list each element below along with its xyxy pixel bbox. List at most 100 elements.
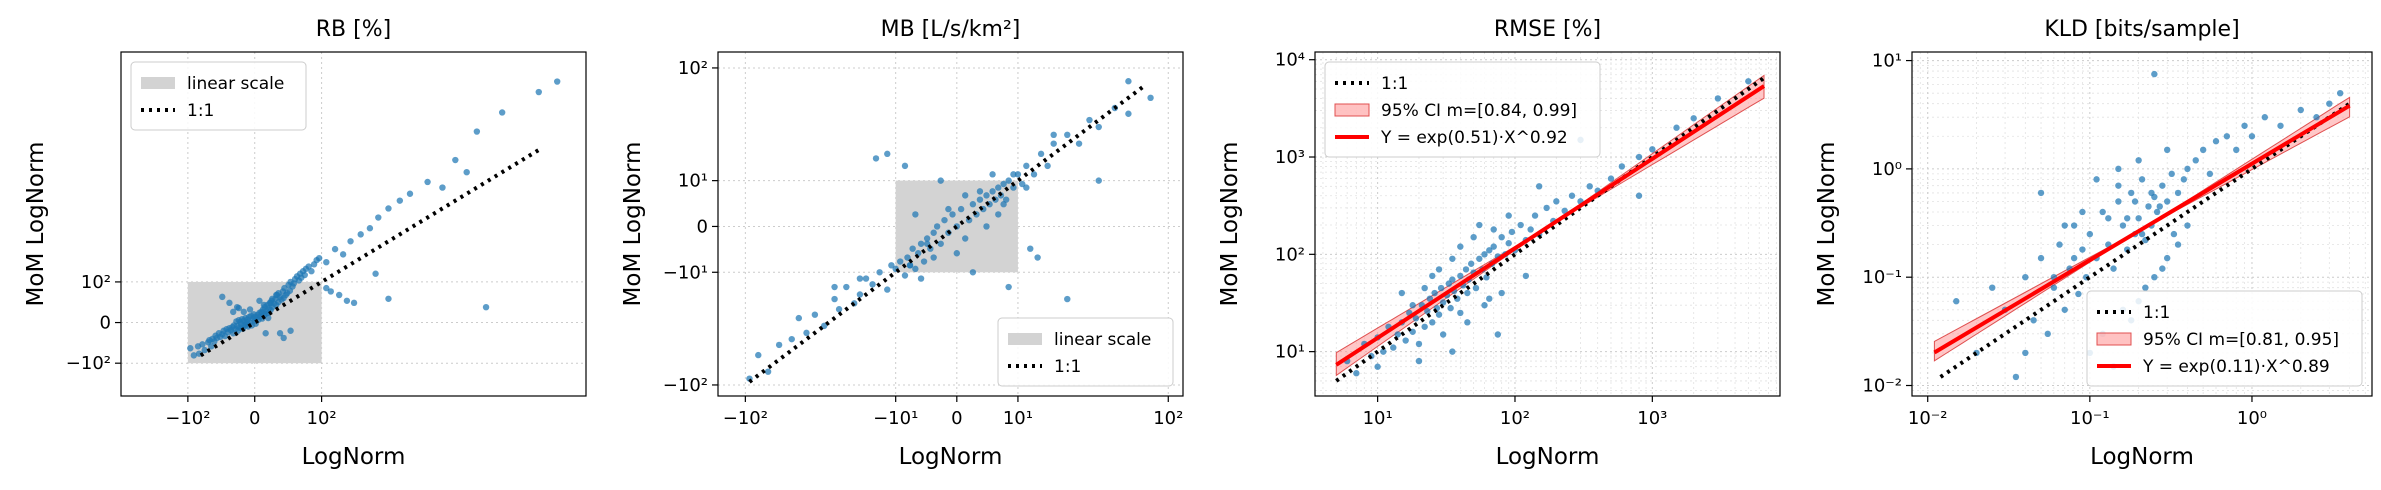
y-axis-label: MoM LogNorm xyxy=(620,142,646,307)
reference-line-1to1 xyxy=(199,148,540,358)
data-point xyxy=(1989,284,1996,291)
legend-label: 1:1 xyxy=(2143,303,2170,323)
data-point xyxy=(258,309,266,317)
legend-label: Y = exp(0.51)·X^0.92 xyxy=(1380,128,1568,148)
chart-panel-4: 10⁻² 10⁻¹ 10⁰ 10⁻² 10⁻¹ 10⁰ 10¹ KLD [bits/sampl… xyxy=(1814,17,2373,470)
data-point xyxy=(1147,94,1154,102)
data-point xyxy=(843,283,850,291)
data-point xyxy=(869,281,876,288)
data-point xyxy=(339,251,347,258)
data-point xyxy=(1037,150,1045,158)
data-point xyxy=(920,258,928,265)
data-point xyxy=(2174,241,2182,248)
data-point xyxy=(2184,165,2191,173)
data-point xyxy=(1561,207,1568,215)
data-point xyxy=(2159,182,2166,189)
data-point xyxy=(1714,95,1722,102)
data-point xyxy=(357,231,364,238)
data-point xyxy=(2093,176,2100,183)
data-point xyxy=(872,155,880,162)
legend-label: Y = exp(0.11)·X^0.89 xyxy=(2142,357,2330,377)
data-point xyxy=(930,229,937,236)
data-point xyxy=(2061,222,2068,229)
data-point xyxy=(862,275,870,282)
data-point xyxy=(1044,162,1051,170)
data-point xyxy=(2070,254,2078,262)
data-point xyxy=(265,314,272,322)
data-point xyxy=(2151,70,2158,78)
data-point xyxy=(498,109,506,116)
data-point xyxy=(1517,221,1524,229)
data-point xyxy=(2099,208,2106,216)
data-point xyxy=(2163,146,2171,154)
data-point xyxy=(1481,251,1488,258)
chart-title: KLD [bits/sample] xyxy=(2044,17,2239,42)
data-point xyxy=(1421,323,1428,330)
data-point xyxy=(989,171,996,178)
data-point xyxy=(831,295,838,303)
data-point xyxy=(884,150,891,158)
data-point xyxy=(1464,319,1471,326)
legend-swatch-ci xyxy=(2096,332,2132,346)
data-point xyxy=(989,188,996,195)
data-point xyxy=(2156,203,2163,210)
data-point xyxy=(1476,255,1483,262)
data-point xyxy=(1075,140,1083,147)
legend-label: 1:1 xyxy=(1054,357,1081,377)
data-point xyxy=(1000,201,1007,208)
data-point xyxy=(2012,373,2020,381)
data-point xyxy=(901,272,909,279)
legend: linear scale 1:1 xyxy=(130,61,307,131)
axes-frame xyxy=(1911,51,2373,397)
legend-label: 95% CI m=[0.81, 0.95] xyxy=(2143,330,2339,350)
data-point xyxy=(287,327,294,334)
data-point xyxy=(331,245,339,253)
data-point xyxy=(396,197,404,204)
data-point xyxy=(372,270,379,277)
data-point xyxy=(795,314,803,322)
data-point xyxy=(937,240,944,247)
chart-title: RMSE [%] xyxy=(1494,17,1601,42)
axes-frame xyxy=(1314,51,1781,397)
data-point xyxy=(1568,192,1576,199)
data-point xyxy=(1649,146,1656,153)
data-point xyxy=(755,351,762,359)
data-point xyxy=(909,245,916,252)
x-axis-label: LogNorm xyxy=(2090,444,2194,470)
y-tick-label: 10² xyxy=(1275,244,1305,265)
data-point xyxy=(385,205,392,212)
data-point xyxy=(199,341,206,348)
data-point xyxy=(1398,289,1406,297)
data-point xyxy=(301,271,308,279)
data-point xyxy=(2135,215,2142,222)
data-point xyxy=(2206,170,2214,178)
x-axis-label: LogNorm xyxy=(1496,444,1600,470)
data-point xyxy=(2212,138,2220,145)
data-point xyxy=(1409,302,1416,309)
data-point xyxy=(1490,226,1497,233)
data-point xyxy=(1426,295,1434,302)
data-point xyxy=(957,205,965,213)
data-point xyxy=(463,168,470,176)
scatter-points xyxy=(746,78,1154,382)
x-axis-label: LogNorm xyxy=(302,444,406,470)
data-point xyxy=(1095,177,1102,184)
y-tick-label: 10⁻² xyxy=(1862,376,1902,397)
data-point xyxy=(1486,247,1493,254)
y-tick-label: 10² xyxy=(678,58,708,79)
data-point xyxy=(962,235,969,242)
data-point xyxy=(1412,315,1420,322)
x-tick-label: 10¹ xyxy=(1363,408,1393,429)
data-point xyxy=(275,290,282,297)
data-point xyxy=(1010,171,1017,178)
data-point xyxy=(2241,122,2248,129)
data-point xyxy=(1531,212,1539,219)
data-point xyxy=(930,254,937,261)
data-point xyxy=(969,201,977,208)
data-point xyxy=(962,192,969,199)
data-point xyxy=(1522,272,1530,280)
data-point xyxy=(190,352,198,359)
data-point xyxy=(1457,272,1464,280)
x-tick-label: 10⁰ xyxy=(2237,408,2267,429)
data-point xyxy=(2142,284,2149,291)
